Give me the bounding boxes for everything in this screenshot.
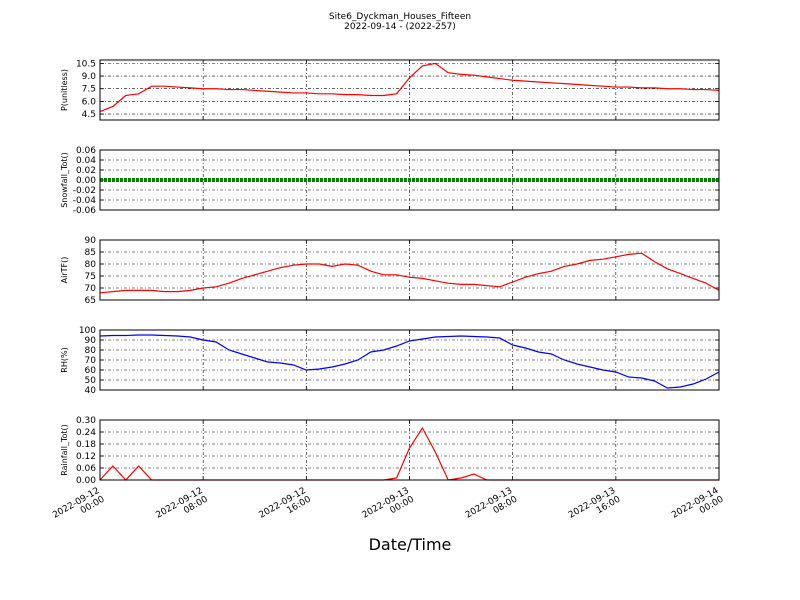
y-tick-label: 10.5: [76, 59, 96, 69]
y-tick-label: 9.0: [82, 72, 97, 82]
plot-frame: [99, 419, 720, 481]
y-tick-label: 80: [85, 260, 97, 270]
y-tick-label: 85: [85, 248, 96, 258]
chart-subtitle: 2022-09-14 - (2022-257): [344, 22, 456, 32]
y-tick-label: -0.02: [73, 186, 96, 196]
y-tick-label: 0.00: [76, 176, 96, 186]
x-axis-label: Date/Time: [369, 535, 452, 554]
y-tick-label: 0.00: [76, 476, 96, 486]
y-tick-label: 80: [85, 346, 97, 356]
y-tick-label: 0.06: [76, 464, 96, 474]
y-tick-label: 0.06: [76, 146, 96, 156]
chart-title: Site6_Dyckman_Houses_Fifteen: [329, 12, 471, 22]
y-tick-label: 4.5: [82, 110, 96, 120]
y-axis-label: Snowfall_Tot(): [60, 152, 69, 208]
y-tick-label: 0.18: [76, 440, 96, 450]
plot-frame: [99, 329, 720, 391]
y-tick-label: 0.24: [76, 428, 96, 438]
y-tick-label: 100: [79, 326, 96, 336]
y-tick-label: 6.0: [82, 97, 97, 107]
data-line: [99, 334, 720, 389]
y-tick-label: 65: [85, 296, 96, 306]
y-tick-label: 60: [85, 366, 97, 376]
y-tick-label: 70: [85, 284, 97, 294]
y-tick-label: 75: [85, 272, 96, 282]
y-tick-label: 0.30: [76, 416, 96, 426]
y-tick-label: 70: [85, 356, 97, 366]
plot-frame: [99, 239, 720, 301]
y-tick-label: 50: [85, 376, 97, 386]
y-tick-label: -0.06: [73, 206, 97, 216]
data-line: [99, 62, 720, 113]
plot-frame: [99, 59, 720, 121]
y-tick-label: 0.02: [76, 166, 96, 176]
y-axis-label: P(unitless): [60, 69, 69, 111]
y-tick-label: 90: [85, 236, 97, 246]
y-tick-label: 0.04: [76, 156, 96, 166]
y-tick-label: -0.04: [73, 196, 97, 206]
y-axis-label: Rainfall_Tot(): [60, 424, 69, 476]
y-tick-label: 0.12: [76, 452, 96, 462]
y-axis-label: AirTF(): [60, 257, 69, 284]
y-axis-label: RH(%): [60, 347, 69, 372]
y-tick-label: 90: [85, 336, 97, 346]
plot-frame: [99, 149, 720, 211]
y-tick-label: 40: [85, 386, 97, 396]
y-tick-label: 7.5: [82, 85, 96, 95]
data-line: [99, 252, 720, 294]
